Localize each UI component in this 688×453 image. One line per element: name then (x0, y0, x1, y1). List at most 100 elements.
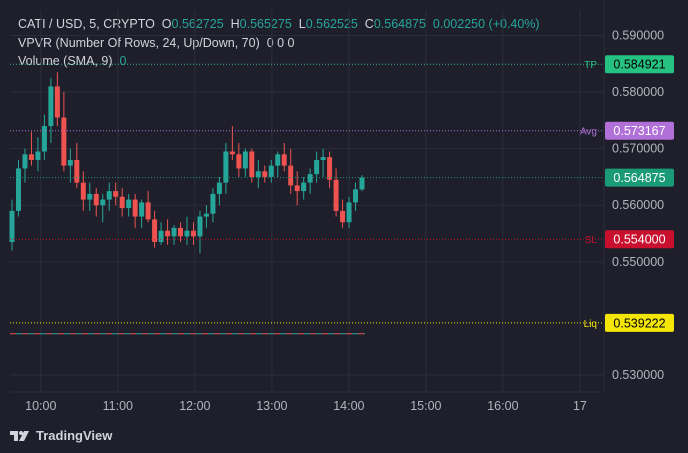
high-label: H (230, 17, 240, 31)
header-ohlc-row: CATI / USD, 5, CRYPTO O0.562725 H0.56527… (18, 17, 540, 31)
candle-body (171, 227, 177, 237)
candle-body (22, 154, 28, 169)
candle-body (41, 126, 47, 152)
level-price-text: 0.573167 (613, 124, 665, 138)
low-value: 0.562525 (305, 17, 358, 31)
candle-body (268, 165, 274, 177)
candle-body (165, 230, 171, 237)
level-price-text: 0.539222 (613, 316, 665, 330)
low-label: L (298, 17, 306, 31)
level-price-box (605, 168, 674, 187)
candle-body (9, 210, 15, 243)
candle-body (223, 151, 229, 183)
x-tick-label: 16:00 (487, 399, 518, 413)
candle-body (340, 210, 346, 223)
close-label: C (364, 17, 374, 31)
level-price-box (605, 230, 674, 249)
level-price-box (605, 121, 674, 140)
y-tick-label: 0.570000 (612, 142, 664, 156)
level-price-text: 0.564875 (613, 171, 665, 185)
candle-body (119, 196, 125, 209)
vpvr-values: 0 0 0 (266, 36, 295, 50)
candle-body (80, 182, 86, 200)
candle-body (307, 174, 313, 183)
level-label: TP (584, 60, 597, 71)
candle-body (294, 185, 300, 192)
vpvr-label: VPVR (Number Of Rows, 24, Up/Down, 70) (18, 36, 260, 50)
close-value: 0.564875 (373, 17, 426, 31)
candle-body (48, 86, 54, 127)
candle-body (113, 191, 119, 197)
change-value: 0.002250 (+0.40%) (432, 17, 540, 31)
level-price-box (605, 55, 674, 74)
candle-body (126, 199, 132, 209)
candle-body (275, 154, 281, 166)
candle-body (87, 193, 93, 200)
candle-body (320, 157, 326, 160)
x-tick-label: 12:00 (179, 399, 210, 413)
candle-body (281, 154, 287, 166)
candle-body (152, 219, 158, 243)
y-tick-label: 0.590000 (612, 28, 664, 42)
volume-value: 0 (119, 54, 127, 68)
candle-body (28, 154, 34, 160)
candle-body (139, 202, 145, 217)
candle-body (236, 154, 242, 169)
open-value: 0.562725 (171, 17, 224, 31)
x-tick-label: 17 (573, 399, 587, 413)
candle-body (54, 86, 60, 118)
candle-body (242, 151, 248, 169)
x-tick-label: 13:00 (256, 399, 287, 413)
level-price-text: 0.584921 (613, 58, 665, 72)
candle-body (67, 159, 73, 166)
tradingview-logo-icon (10, 430, 29, 441)
level-label: Avg (580, 127, 597, 138)
candle-body (301, 182, 307, 192)
level-label: SL (585, 235, 598, 246)
candle-body (216, 182, 222, 194)
candle-body (249, 151, 255, 177)
candle-body (190, 230, 196, 237)
candle-body (100, 199, 106, 206)
candle-body (178, 227, 184, 237)
candle-body (106, 191, 112, 200)
candle-body (255, 171, 261, 177)
candle-body (15, 168, 21, 211)
level-label: Liq (584, 319, 597, 330)
x-tick-label: 14:00 (333, 399, 364, 413)
candle-body (333, 179, 339, 211)
candle-body (61, 117, 67, 166)
candle-body (210, 193, 216, 214)
candle-body (132, 199, 138, 217)
candle-body (353, 189, 359, 203)
symbol-title[interactable]: CATI / USD, 5, CRYPTO (18, 17, 155, 31)
y-tick-label: 0.530000 (612, 368, 664, 382)
high-value: 0.565275 (239, 17, 292, 31)
candle-body (145, 202, 151, 220)
candle-body (314, 159, 320, 175)
x-tick-label: 11:00 (103, 399, 133, 413)
candle-body (262, 171, 268, 177)
candle-body (197, 216, 203, 237)
candle-body (346, 202, 352, 223)
candle-body (229, 151, 235, 155)
level-price-text: 0.554000 (613, 233, 665, 247)
x-tick-label: 15:00 (410, 399, 441, 413)
candle-body (35, 151, 41, 160)
candle-body (158, 230, 164, 243)
x-tick-label: 10:00 (25, 399, 56, 413)
level-price-box (605, 313, 674, 332)
y-tick-label: 0.550000 (612, 255, 664, 269)
candle-body (93, 193, 99, 206)
y-tick-label: 0.560000 (612, 198, 664, 212)
candle-body (74, 159, 80, 183)
y-tick-label: 0.580000 (612, 85, 664, 99)
tradingview-logo[interactable]: TradingView (10, 428, 112, 443)
open-label: O (161, 17, 172, 31)
candle-body (203, 213, 209, 217)
candle-body (288, 165, 294, 186)
vpvr-row[interactable]: VPVR (Number Of Rows, 24, Up/Down, 70) 0… (18, 36, 295, 50)
candle-body (359, 177, 365, 190)
candle-body (184, 230, 190, 237)
